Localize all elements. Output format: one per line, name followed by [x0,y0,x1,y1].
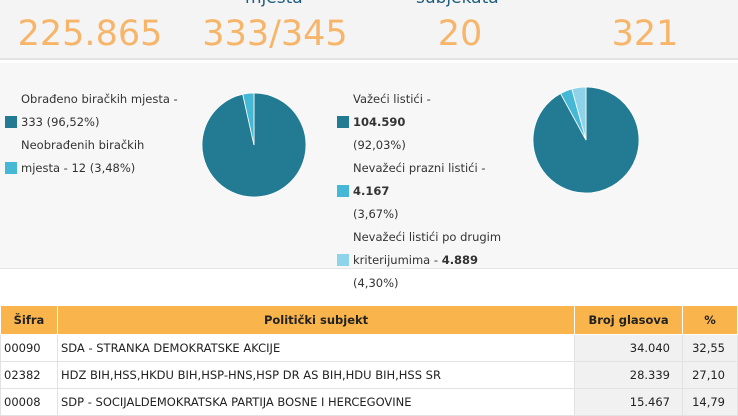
stat-value: 321 [611,14,679,54]
legend-swatch [337,254,349,266]
legend-item: Nevažeći listići po drugim kriterijumima… [337,226,502,295]
legend-label: Važeći listići - [353,92,431,106]
table-cell: SDA - STRANKA DEMOKRATSKE AKCIJE [56,334,576,362]
legend-label: Nevažeći prazni listići - [353,161,486,175]
legend: Važeći listići - 104.590 (92,03%) Nevažeći… [337,88,502,295]
legend-count: 4.889 [441,253,479,267]
pie-charts [201,86,640,198]
legend-count: 4.167 [353,184,390,198]
table-cell: 28.339 [574,361,683,389]
legend-item: Važeći listići - 104.590 (92,03%) [337,88,502,157]
legend-percent: (3,67%) [353,207,399,221]
stat-label: subjekata [416,0,499,8]
table-cell: HDZ BIH,HSS,HKDU BIH,HSP-HNS,HSP DR AS B… [56,361,576,389]
legend-label: Nevažeći listići po drugim kriterijumima… [353,230,502,267]
table-cell: 00090 [0,334,58,362]
table-cell: 27,10 [682,361,738,389]
pie-slice [201,92,307,198]
column-header: Šifra [0,305,58,335]
legend-item: Obrađeno biračkih mjesta - 333 (96,52%) [5,88,185,134]
column-header: Politički subjekt [56,305,576,335]
legend-label: Obrađeno biračkih mjesta - [21,92,178,106]
legend-swatch [337,185,349,197]
legend-count: 333 [21,115,43,129]
stat-label: mjesta [245,0,303,8]
legend-swatch [5,116,17,128]
legend-percent: (96,52%) [46,115,100,129]
table-row: 00090 SDA - STRANKA DEMOKRATSKE AKCIJE 34.… [0,334,738,362]
legend-swatch [5,162,17,174]
table-cell: 34.040 [574,334,683,362]
legend-percent: (92,03%) [353,138,406,152]
stat-value: 225.865 [17,14,163,54]
legend-count: 104.590 [353,115,406,129]
stat-value: 20 [437,14,483,54]
table-cell: 15.467 [574,388,683,416]
legend: Obrađeno biračkih mjesta - 333 (96,52%) N… [5,88,185,180]
pie-slice [571,86,587,141]
pie-slice [242,92,255,146]
table-cell: 00008 [0,388,58,416]
table-cell: SDP - SOCIJALDEMOKRATSKA PARTIJA BOSNE I… [56,388,576,416]
legend-item: Neobrađenih biračkih mjesta - 12 (3,48%) [5,134,185,180]
legend-percent: (3,48%) [89,161,136,175]
table-cell: 32,55 [682,334,738,362]
legend-label: Neobrađenih biračkih mjesta - [21,138,145,175]
legend-percent: (4,30%) [353,276,399,290]
legend-swatch [337,116,349,128]
summary-panel: Obrađeno biračkih mjesta - 333 (96,52%) N… [0,63,738,290]
legend-item: Nevažeći prazni listići - 4.167 (3,67%) [337,157,502,226]
table-row: 02382 HDZ BIH,HSS,HKDU BIH,HSP-HNS,HSP DR… [0,361,738,389]
table-cell: 14,79 [682,388,738,416]
table-row: 00008 SDP - SOCIJALDEMOKRATSKA PARTIJA BO… [0,388,738,416]
column-header: Broj glasova [574,305,683,335]
table-header: Šifra Politički subjekt Broj glasova% [0,305,738,335]
legend-count: 12 [71,161,87,175]
stat-value: 333/345 [202,14,348,54]
column-header: % [682,305,738,335]
results-table: Šifra Politički subjekt Broj glasova% 0009… [0,305,738,416]
stats-bar: mjesta subjekata 225.865 333/345 20 321 [0,0,738,60]
table-cell: 02382 [0,361,58,389]
